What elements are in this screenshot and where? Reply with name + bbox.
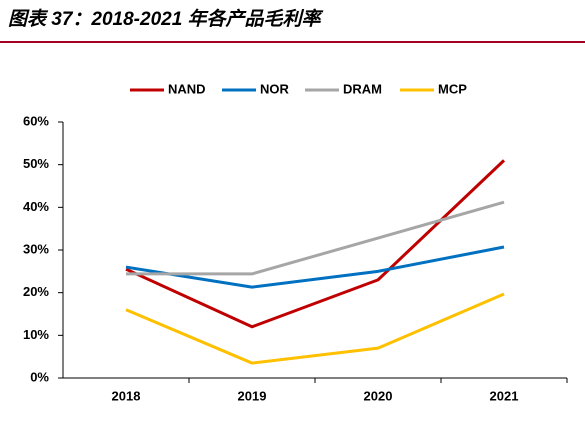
legend-label: NOR — [260, 81, 290, 96]
y-tick-label: 60% — [23, 113, 49, 128]
y-tick-label: 10% — [23, 327, 49, 342]
x-tick-label: 2020 — [364, 388, 393, 403]
series-line — [125, 245, 505, 289]
legend-label: NAND — [168, 81, 206, 96]
chart-title: 图表 37：2018-2021 年各产品毛利率 — [8, 8, 324, 30]
y-tick-label: 20% — [23, 284, 49, 299]
y-tick-label: 40% — [23, 199, 49, 214]
legend-label: MCP — [438, 81, 467, 96]
legend-label: DRAM — [343, 81, 382, 96]
y-tick-label: 0% — [30, 369, 49, 384]
x-tick-label: 2019 — [238, 388, 267, 403]
y-tick-label: 30% — [23, 241, 49, 256]
series-line — [125, 159, 506, 329]
series-line — [125, 292, 505, 365]
x-tick-label: 2018 — [112, 388, 141, 403]
x-tick-label: 2021 — [490, 388, 519, 403]
y-tick-label: 50% — [23, 156, 49, 171]
series-line — [126, 200, 505, 276]
